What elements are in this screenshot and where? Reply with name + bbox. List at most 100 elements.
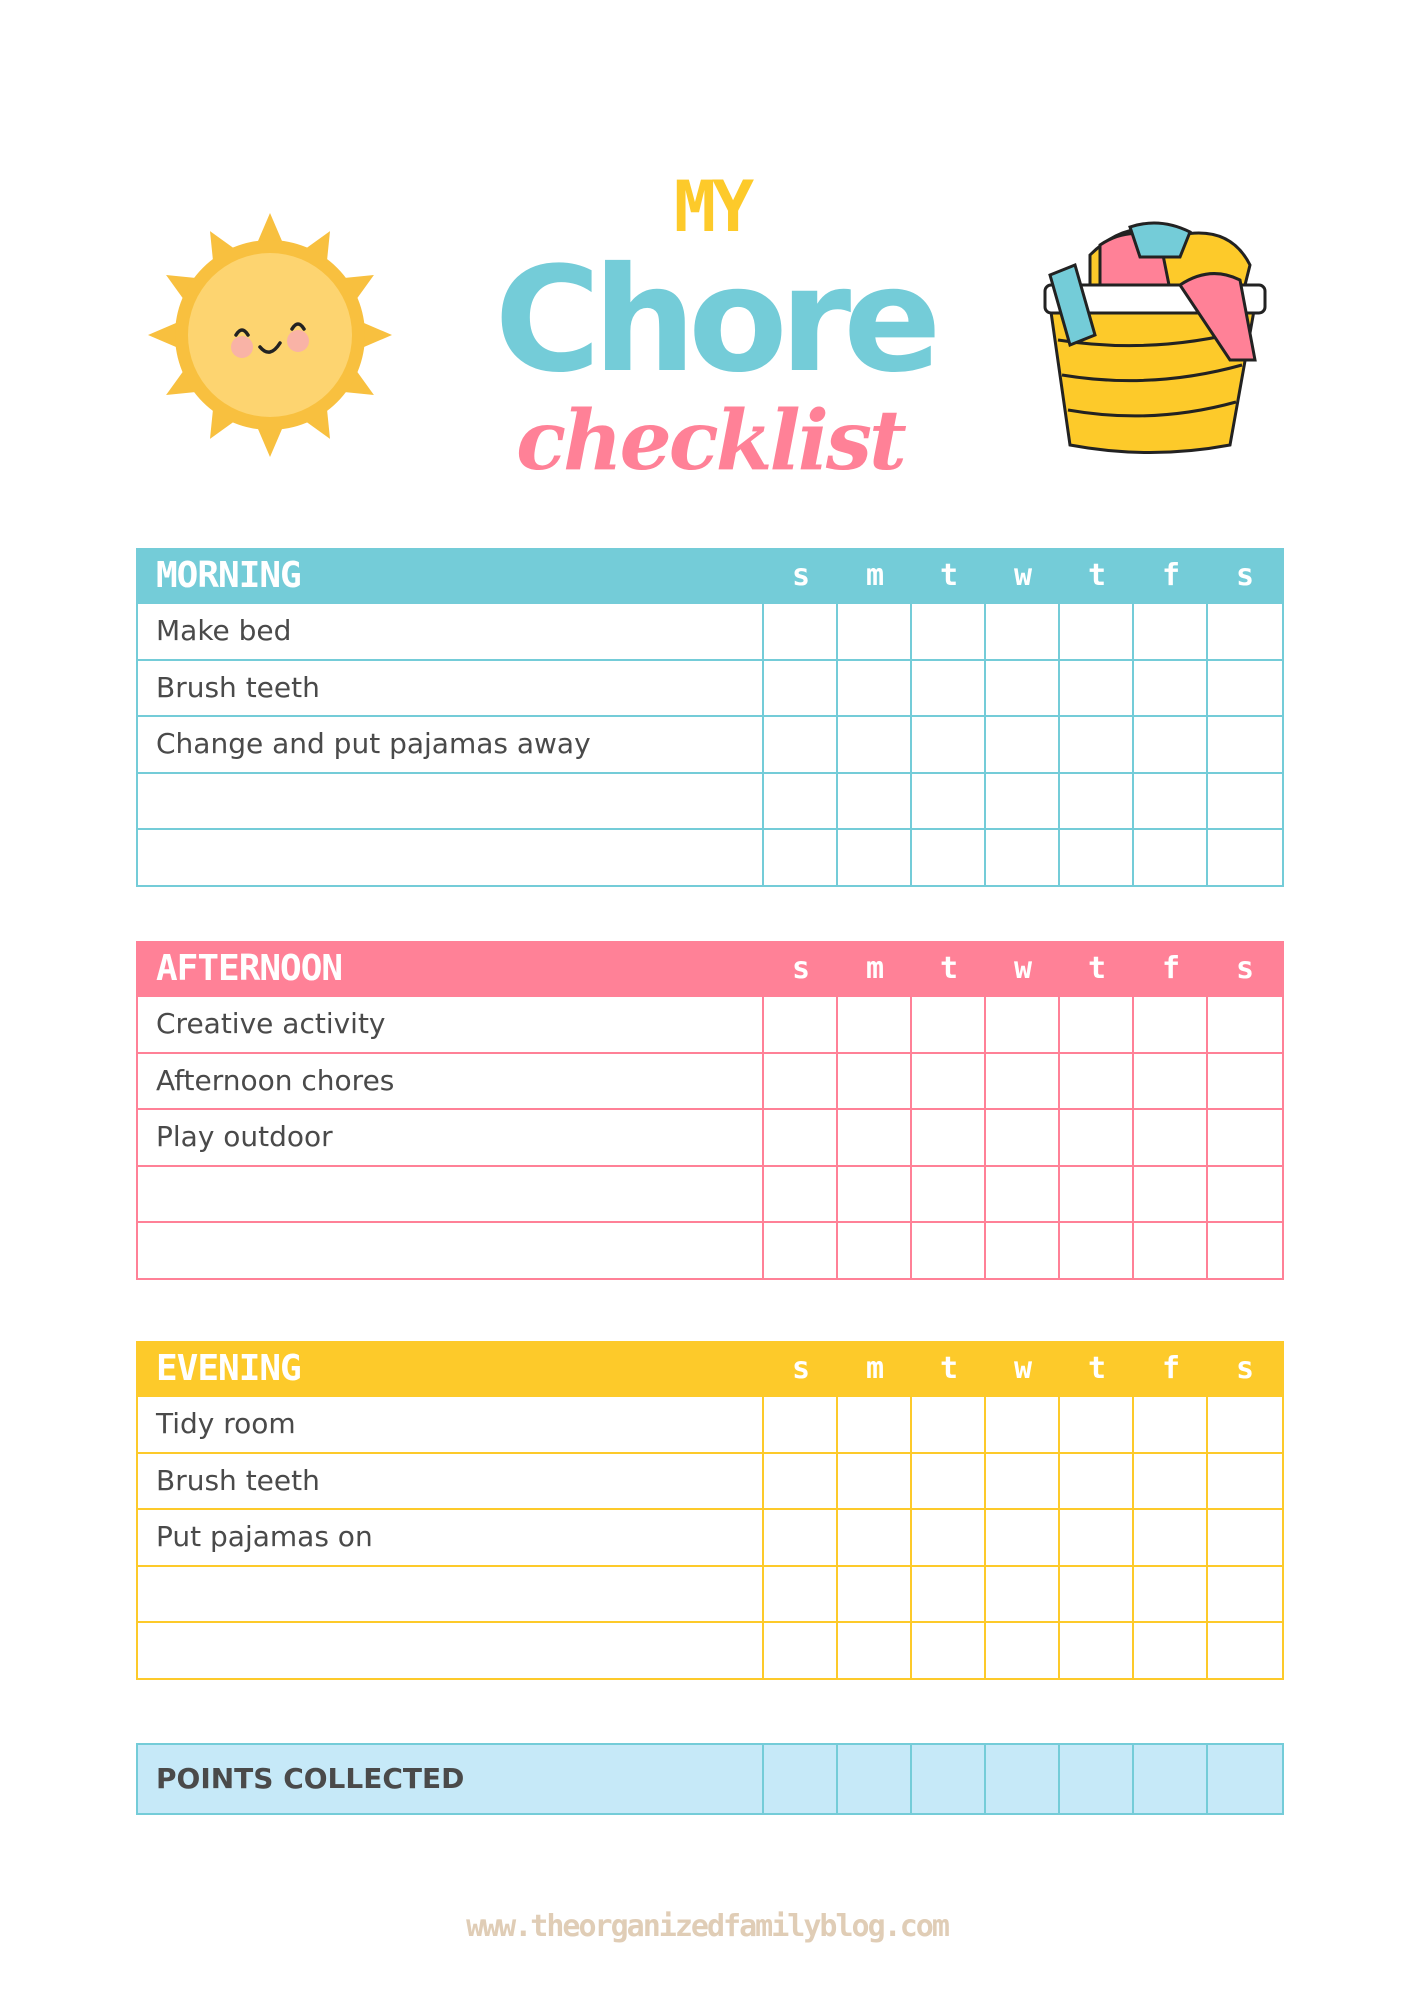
task-label[interactable]: Afternoon chores	[138, 1053, 764, 1108]
check-cell[interactable]	[1208, 661, 1282, 716]
check-cell[interactable]	[986, 1223, 1060, 1278]
task-label[interactable]: Change and put pajamas away	[138, 717, 764, 772]
check-cell[interactable]	[1060, 1110, 1134, 1165]
task-label[interactable]: Make bed	[138, 604, 764, 659]
check-cell[interactable]	[838, 997, 912, 1052]
check-cell[interactable]	[1208, 717, 1282, 772]
check-cell[interactable]	[1134, 1453, 1208, 1508]
task-label[interactable]	[138, 1566, 764, 1621]
check-cell[interactable]	[1060, 660, 1134, 715]
task-label[interactable]	[138, 1223, 764, 1278]
check-cell[interactable]	[986, 1453, 1060, 1508]
check-cell[interactable]	[1060, 773, 1134, 828]
check-cell[interactable]	[986, 1510, 1060, 1565]
points-cell[interactable]	[912, 1745, 986, 1813]
check-cell[interactable]	[912, 1397, 986, 1452]
check-cell[interactable]	[1134, 660, 1208, 715]
check-cell[interactable]	[1208, 1223, 1282, 1278]
check-cell[interactable]	[1134, 1110, 1208, 1165]
check-cell[interactable]	[1060, 604, 1134, 659]
check-cell[interactable]	[764, 1566, 838, 1621]
check-cell[interactable]	[1208, 1454, 1282, 1509]
check-cell[interactable]	[1134, 604, 1208, 659]
check-cell[interactable]	[838, 1566, 912, 1621]
check-cell[interactable]	[986, 1623, 1060, 1678]
check-cell[interactable]	[838, 1053, 912, 1108]
check-cell[interactable]	[1208, 1054, 1282, 1109]
task-label[interactable]	[138, 773, 764, 828]
check-cell[interactable]	[1208, 830, 1282, 885]
task-label[interactable]	[138, 830, 764, 885]
check-cell[interactable]	[912, 773, 986, 828]
check-cell[interactable]	[1208, 604, 1282, 659]
check-cell[interactable]	[764, 604, 838, 659]
check-cell[interactable]	[1134, 830, 1208, 885]
check-cell[interactable]	[986, 1566, 1060, 1621]
check-cell[interactable]	[912, 1053, 986, 1108]
check-cell[interactable]	[764, 830, 838, 885]
task-label[interactable]: Play outdoor	[138, 1110, 764, 1165]
points-cell[interactable]	[1208, 1745, 1282, 1813]
check-cell[interactable]	[838, 1223, 912, 1278]
check-cell[interactable]	[912, 604, 986, 659]
check-cell[interactable]	[912, 717, 986, 772]
check-cell[interactable]	[986, 830, 1060, 885]
check-cell[interactable]	[838, 1166, 912, 1221]
check-cell[interactable]	[986, 773, 1060, 828]
check-cell[interactable]	[1134, 997, 1208, 1052]
check-cell[interactable]	[986, 1110, 1060, 1165]
check-cell[interactable]	[986, 660, 1060, 715]
check-cell[interactable]	[1060, 830, 1134, 885]
check-cell[interactable]	[1060, 1566, 1134, 1621]
check-cell[interactable]	[764, 773, 838, 828]
check-cell[interactable]	[1208, 1110, 1282, 1165]
check-cell[interactable]	[764, 997, 838, 1052]
check-cell[interactable]	[912, 997, 986, 1052]
check-cell[interactable]	[764, 1223, 838, 1278]
task-label[interactable]	[138, 1623, 764, 1678]
check-cell[interactable]	[986, 604, 1060, 659]
check-cell[interactable]	[1060, 1623, 1134, 1678]
task-label[interactable]: Creative activity	[138, 997, 764, 1052]
check-cell[interactable]	[912, 1453, 986, 1508]
check-cell[interactable]	[912, 1510, 986, 1565]
check-cell[interactable]	[764, 1166, 838, 1221]
check-cell[interactable]	[1134, 773, 1208, 828]
check-cell[interactable]	[838, 604, 912, 659]
points-cell[interactable]	[986, 1745, 1060, 1813]
check-cell[interactable]	[764, 1623, 838, 1678]
check-cell[interactable]	[1208, 1567, 1282, 1622]
check-cell[interactable]	[838, 717, 912, 772]
points-cell[interactable]	[838, 1745, 912, 1813]
check-cell[interactable]	[838, 1110, 912, 1165]
check-cell[interactable]	[1060, 1053, 1134, 1108]
check-cell[interactable]	[1134, 1623, 1208, 1678]
task-label[interactable]	[138, 1166, 764, 1221]
check-cell[interactable]	[912, 1110, 986, 1165]
check-cell[interactable]	[986, 1166, 1060, 1221]
check-cell[interactable]	[838, 1397, 912, 1452]
check-cell[interactable]	[986, 1397, 1060, 1452]
task-label[interactable]: Brush teeth	[138, 660, 764, 715]
check-cell[interactable]	[1208, 1397, 1282, 1452]
check-cell[interactable]	[764, 660, 838, 715]
check-cell[interactable]	[1134, 1053, 1208, 1108]
check-cell[interactable]	[1060, 1510, 1134, 1565]
check-cell[interactable]	[912, 1166, 986, 1221]
check-cell[interactable]	[764, 1110, 838, 1165]
check-cell[interactable]	[1208, 997, 1282, 1052]
points-cell[interactable]	[1134, 1745, 1208, 1813]
check-cell[interactable]	[1134, 1166, 1208, 1221]
check-cell[interactable]	[764, 1053, 838, 1108]
check-cell[interactable]	[912, 1566, 986, 1621]
check-cell[interactable]	[912, 1623, 986, 1678]
check-cell[interactable]	[986, 1053, 1060, 1108]
check-cell[interactable]	[1060, 1397, 1134, 1452]
check-cell[interactable]	[764, 1510, 838, 1565]
check-cell[interactable]	[1060, 997, 1134, 1052]
check-cell[interactable]	[1208, 1510, 1282, 1565]
check-cell[interactable]	[1208, 774, 1282, 829]
check-cell[interactable]	[764, 1453, 838, 1508]
check-cell[interactable]	[1208, 1623, 1282, 1678]
check-cell[interactable]	[838, 1453, 912, 1508]
